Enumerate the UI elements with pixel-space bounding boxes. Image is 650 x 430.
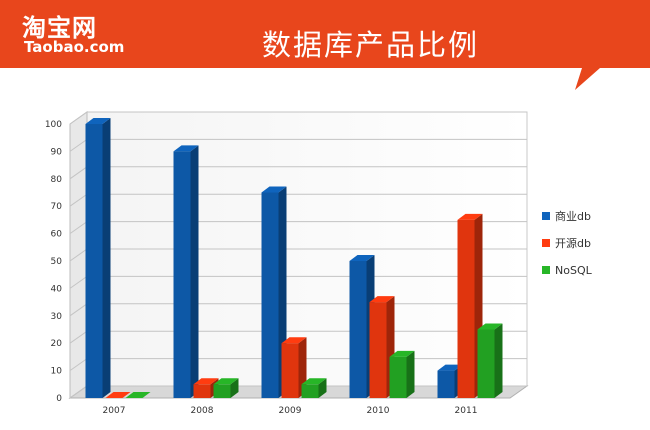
legend-swatch <box>542 239 550 247</box>
bar-top <box>193 378 219 385</box>
bar-top <box>369 296 395 303</box>
bar-side <box>102 118 111 398</box>
legend-label: 开源db <box>555 236 591 250</box>
y-tick-label: 70 <box>51 202 63 212</box>
x-tick-label: 2008 <box>191 406 214 416</box>
bar-front <box>301 384 319 398</box>
bar <box>389 350 415 398</box>
page-title: 数据库产品比例 <box>262 28 480 62</box>
y-tick-label: 100 <box>45 120 62 130</box>
bar-top <box>261 186 287 193</box>
y-tick-label: 90 <box>51 147 63 157</box>
header-shape <box>0 0 650 90</box>
bar-side <box>406 350 415 398</box>
bar-top <box>457 213 483 220</box>
bar-top <box>389 350 415 357</box>
bar-front <box>457 219 475 398</box>
bar <box>301 378 327 398</box>
y-tick-label: 0 <box>56 394 62 404</box>
y-tick-label: 20 <box>51 339 63 349</box>
bar-top <box>301 378 327 385</box>
x-tick-label: 2007 <box>103 406 126 416</box>
bar-top <box>477 323 503 330</box>
bar-front <box>437 370 455 398</box>
logo-text: 淘宝网 <box>22 14 97 42</box>
y-tick-label: 60 <box>51 230 63 240</box>
x-tick-label: 2010 <box>367 406 390 416</box>
x-tick-label: 2009 <box>279 406 302 416</box>
bar-side <box>494 323 503 398</box>
bar <box>125 392 151 399</box>
bar <box>173 145 199 398</box>
bar-top <box>349 255 375 261</box>
bar-front <box>193 384 211 398</box>
y-tick-label: 80 <box>51 175 63 185</box>
bar-front <box>85 124 103 398</box>
bar-side <box>190 145 199 398</box>
y-tick-label: 10 <box>51 367 63 377</box>
bar-side <box>318 378 327 398</box>
bar-top <box>437 364 463 371</box>
bar-top <box>85 118 111 124</box>
bar-top <box>213 378 239 385</box>
y-tick-label: 30 <box>51 312 63 322</box>
legend-label: 商业db <box>555 209 591 223</box>
bar-front <box>281 343 299 398</box>
legend-label: NoSQL <box>555 264 593 277</box>
bar <box>477 323 503 398</box>
legend-swatch <box>542 266 550 274</box>
bar-front <box>213 384 231 398</box>
bar-top <box>173 145 199 152</box>
header-banner: 淘宝网 Taobao.com 数据库产品比例 <box>0 0 650 95</box>
bar-top <box>105 392 131 398</box>
bar-front <box>173 151 191 398</box>
gridline <box>69 111 527 125</box>
bar-top <box>125 392 151 398</box>
bar <box>85 118 111 398</box>
bar <box>213 378 239 398</box>
bar <box>369 296 395 398</box>
bar-side <box>230 378 239 398</box>
bar-front <box>389 356 407 398</box>
bar-top <box>281 337 307 344</box>
bar-front <box>261 192 279 398</box>
header-background <box>0 0 650 90</box>
x-tick-label: 2011 <box>455 406 478 416</box>
logo-domain: Taobao.com <box>24 38 125 56</box>
bar-front <box>369 302 387 398</box>
y-tick-label: 50 <box>51 257 63 267</box>
y-tick-label: 40 <box>51 284 63 294</box>
legend-swatch <box>542 212 550 220</box>
bar-front <box>349 261 367 398</box>
bar <box>105 392 131 399</box>
bar-front <box>477 329 495 398</box>
